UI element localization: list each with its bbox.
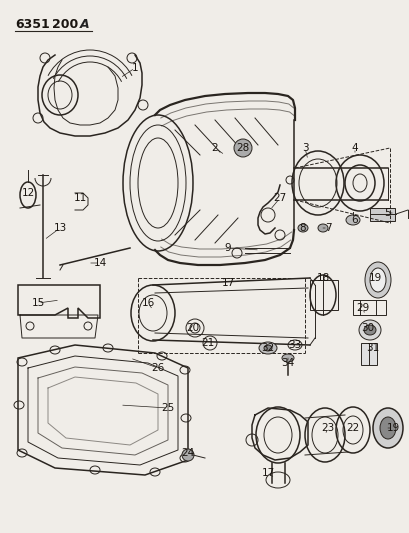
Text: 6: 6 bbox=[351, 215, 357, 225]
Ellipse shape bbox=[258, 342, 276, 354]
Text: 12: 12 bbox=[21, 188, 34, 198]
Text: 7: 7 bbox=[324, 223, 330, 233]
Ellipse shape bbox=[372, 408, 402, 448]
Text: 27: 27 bbox=[273, 193, 286, 203]
Ellipse shape bbox=[363, 325, 375, 335]
Ellipse shape bbox=[364, 262, 390, 298]
Text: 200: 200 bbox=[52, 18, 78, 31]
Text: 23: 23 bbox=[321, 423, 334, 433]
Text: 3: 3 bbox=[301, 143, 308, 153]
Text: 30: 30 bbox=[361, 323, 374, 333]
Text: 1: 1 bbox=[131, 63, 138, 73]
Text: 33: 33 bbox=[288, 340, 301, 350]
Text: 19: 19 bbox=[367, 273, 381, 283]
Text: 11: 11 bbox=[73, 193, 86, 203]
Text: 4: 4 bbox=[351, 143, 357, 153]
Ellipse shape bbox=[297, 224, 307, 232]
Ellipse shape bbox=[345, 215, 359, 225]
Text: 22: 22 bbox=[346, 423, 359, 433]
Ellipse shape bbox=[234, 139, 252, 157]
Text: 16: 16 bbox=[141, 298, 154, 308]
Text: 21: 21 bbox=[201, 338, 214, 348]
Text: 13: 13 bbox=[53, 223, 67, 233]
Text: 24: 24 bbox=[181, 448, 194, 458]
Text: 9: 9 bbox=[224, 243, 231, 253]
Text: 32: 32 bbox=[261, 343, 274, 353]
Ellipse shape bbox=[182, 449, 193, 461]
Text: 31: 31 bbox=[366, 343, 379, 353]
Text: 20: 20 bbox=[186, 323, 199, 333]
Ellipse shape bbox=[358, 320, 380, 340]
Text: 17: 17 bbox=[261, 468, 274, 478]
FancyBboxPatch shape bbox=[369, 208, 394, 221]
Text: A: A bbox=[80, 18, 90, 31]
Text: 6351: 6351 bbox=[15, 18, 49, 31]
Text: 25: 25 bbox=[161, 403, 174, 413]
Ellipse shape bbox=[379, 417, 395, 439]
Ellipse shape bbox=[263, 345, 271, 351]
Text: 2: 2 bbox=[211, 143, 218, 153]
FancyBboxPatch shape bbox=[360, 343, 376, 365]
Ellipse shape bbox=[369, 268, 385, 292]
Text: 26: 26 bbox=[151, 363, 164, 373]
Ellipse shape bbox=[317, 224, 327, 232]
Text: 18: 18 bbox=[316, 273, 329, 283]
Ellipse shape bbox=[281, 354, 293, 362]
Text: 14: 14 bbox=[93, 258, 106, 268]
Text: 15: 15 bbox=[31, 298, 45, 308]
Text: 34: 34 bbox=[281, 358, 294, 368]
Text: 5: 5 bbox=[384, 208, 390, 218]
Text: 29: 29 bbox=[355, 303, 369, 313]
Text: 8: 8 bbox=[299, 223, 306, 233]
Text: 17: 17 bbox=[221, 278, 234, 288]
Text: 28: 28 bbox=[236, 143, 249, 153]
Text: 19: 19 bbox=[385, 423, 399, 433]
